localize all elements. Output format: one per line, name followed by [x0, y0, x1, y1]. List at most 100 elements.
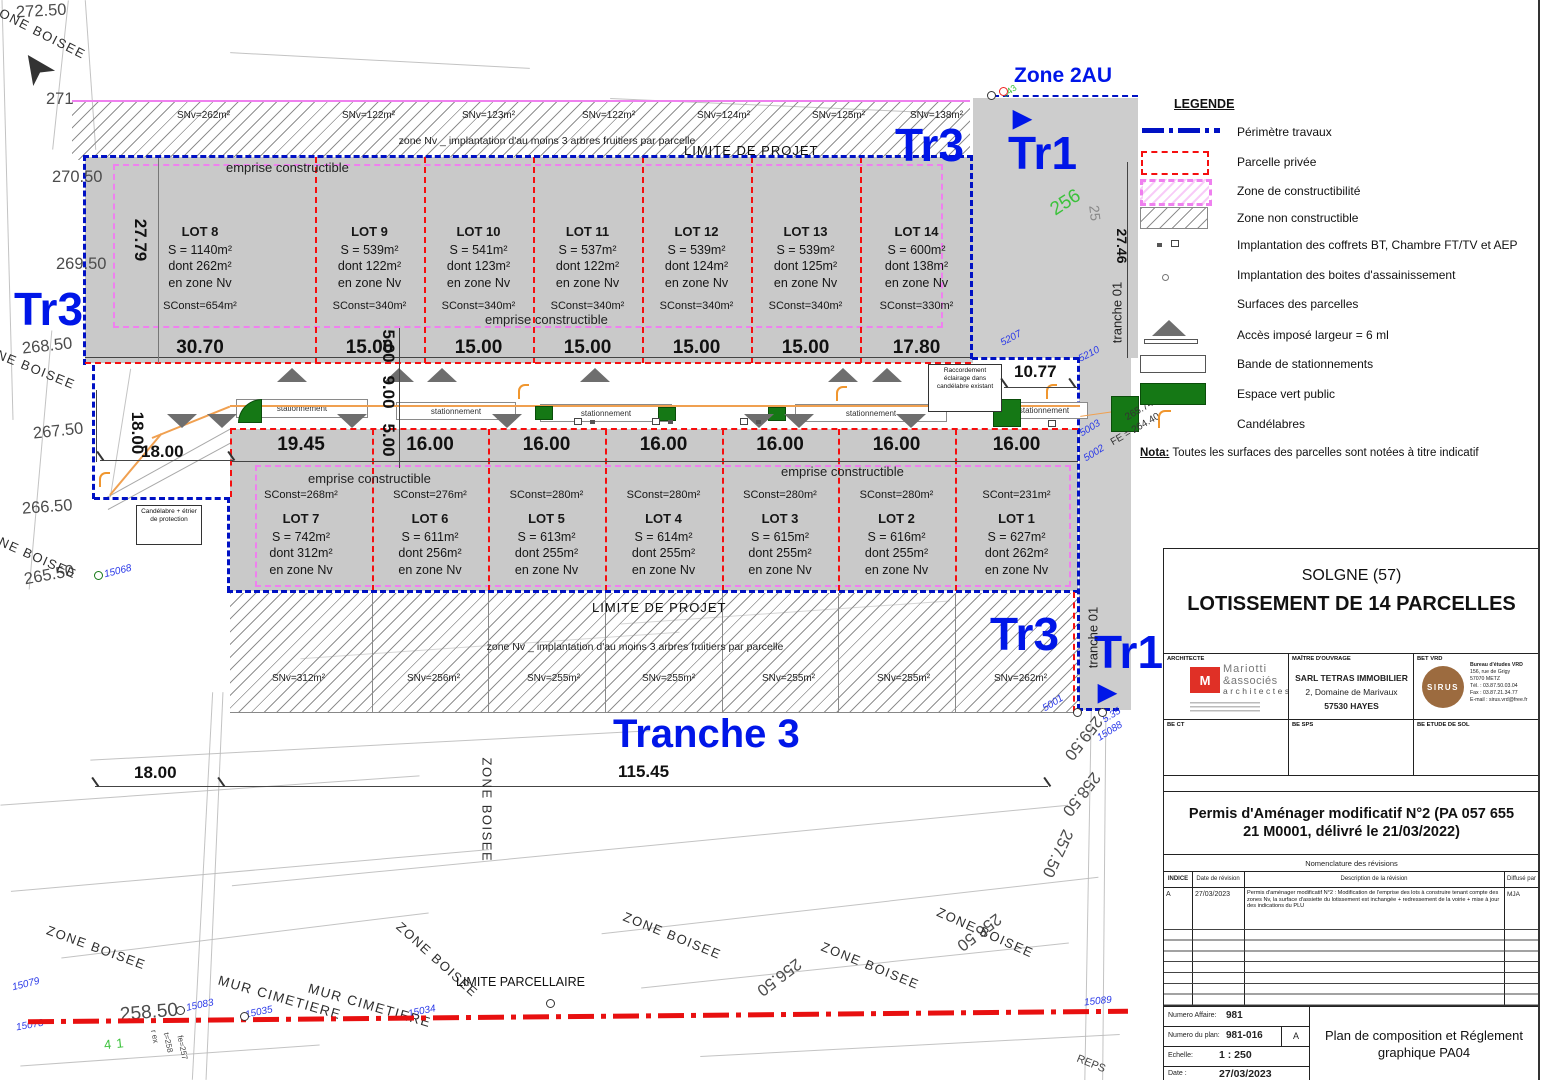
contour-line [10, 849, 490, 892]
tr1-label: Tr1 [1094, 626, 1164, 678]
lot-width-dim: 15.00 [454, 337, 503, 358]
stationnement-label: stationnement [276, 404, 328, 413]
rev-header-indice: INDICE [1167, 876, 1189, 882]
lot-surface: S = 600m² [887, 242, 946, 257]
elevation-label: 267.50 [32, 419, 85, 443]
zone-boisee-label: ZONE BOISEE [44, 922, 149, 973]
lot-surface: S = 537m² [558, 242, 617, 257]
lot-name: LOT 6 [411, 511, 449, 526]
lot-nv-surface: dont 255m² [864, 546, 929, 561]
tiny-note: r ex [148, 1029, 161, 1044]
assainissement-box-icon [1162, 274, 1169, 281]
lot-surface: S = 627m² [987, 529, 1046, 544]
zone-constructibilite-outline [255, 465, 1071, 587]
bet-line: 57070 METZ [1470, 676, 1500, 683]
access-triangle-icon [337, 414, 367, 428]
date-label: Date : [1168, 1070, 1187, 1077]
coffret-icon [740, 418, 748, 425]
parking-band-icon [1140, 355, 1206, 373]
echelle-value: 1 : 250 [1219, 1049, 1252, 1061]
lot-width-dim: 15.00 [672, 337, 721, 358]
emprise-constructible-label: emprise constructible [485, 312, 608, 327]
lot-nv-surface: dont 256m² [398, 546, 462, 561]
zone-2au-boundary-line [993, 95, 1138, 97]
lot-nv-zone: en zone Nv [773, 275, 838, 290]
access-triangle-icon [277, 368, 307, 382]
be-sol-label: BE ETUDE DE SOL [1417, 722, 1470, 728]
lot-sconst: SConst=330m² [879, 300, 954, 313]
lot-9: 15.00 LOT 9 S = 539m² dont 122m² en zone… [315, 157, 424, 363]
architect-label: ARCHITECTE [1167, 656, 1205, 662]
lot-nv-zone: en zone Nv [398, 562, 462, 577]
lot-sconst: SConst=340m² [332, 300, 407, 313]
survey-point-icon [987, 91, 996, 100]
architect-name-line: Mariotti [1223, 663, 1268, 675]
bottom-lots-row: 19.45 SConst=268m² LOT 7 S = 742m² dont … [230, 429, 1078, 591]
snv-label: SNv=262m² [177, 110, 231, 121]
non-constructible-zone-icon [1140, 207, 1208, 229]
lot-5: 16.00 SConst=280m² LOT 5 S = 613m² dont … [488, 429, 605, 591]
dimension-line [85, 357, 973, 358]
footer-left-column: Numero Affaire: 981 Numero du plan: 981-… [1164, 1007, 1310, 1080]
plan-number-label: Numero du plan: [1168, 1032, 1220, 1039]
snv-label: SNv=255m² [527, 673, 581, 684]
snv-label: SNv=124m² [697, 110, 751, 121]
revision-title: Nomenclature des révisions [1305, 859, 1398, 868]
dim-115-45: 115.45 [618, 762, 670, 781]
lot-surface: S = 611m² [401, 529, 459, 544]
mariotti-logo-icon: M [1190, 667, 1220, 693]
lot-nv-zone: en zone Nv [664, 275, 729, 290]
zone-nv-bottom-strip: LIMITE DE PROJET zone Nv _ implantation … [230, 593, 1080, 713]
affaire-value: 981 [1226, 1010, 1243, 1021]
maitre-ouvrage-label: MAÎTRE D'OUVRAGE [1292, 656, 1351, 662]
lot-name: LOT 5 [528, 511, 565, 526]
lot-name: LOT 7 [282, 511, 320, 526]
zone-boisee-label: ZONE BOISEE [819, 938, 922, 993]
titleblock-header: SOLGNE (57) LOTISSEMENT DE 14 PARCELLES [1164, 549, 1539, 654]
candelabra-icon [99, 472, 110, 487]
plan-number-row: Numero du plan: 981-016 A [1164, 1026, 1309, 1047]
lot-11: 15.00 LOT 11 S = 537m² dont 122m² en zon… [533, 157, 642, 363]
lot-width-dim: 16.00 [522, 434, 571, 455]
emprise-constructible-label: emprise constructible [308, 471, 431, 486]
stationnement-label: stationnement [1018, 406, 1070, 415]
perimetre-travaux-line [970, 155, 973, 359]
bet-vrd-cell: BET VRD SIRUS Bureau d'études VRD 156, r… [1413, 654, 1540, 720]
lot-nv-surface: dont 124m² [664, 259, 729, 274]
tr1-arrow-icon: ▶ [1098, 679, 1117, 706]
coffret-icon [652, 418, 660, 425]
lot-nv-zone: en zone Nv [514, 562, 579, 577]
lot-sconst: SConst=340m² [550, 300, 625, 313]
stationnement-label: stationnement [580, 408, 632, 418]
street-axis-line [230, 405, 1080, 407]
coffret-icon [1157, 243, 1162, 247]
snv-label: SNv=255m² [762, 673, 816, 684]
lot-sconst: SConst=340m² [441, 300, 516, 313]
lot-sconst: SConst=340m² [659, 300, 734, 313]
lot-width-dim: 15.00 [345, 337, 394, 358]
lot-separator [955, 429, 957, 591]
legend-nota-text: Toutes les surfaces des parcelles sont n… [1172, 447, 1479, 459]
access-triangle-icon [167, 414, 197, 428]
access-triangle-icon [427, 368, 457, 382]
sirus-name: SIRUS [1427, 682, 1459, 692]
plan-indice-value: A [1292, 1031, 1299, 1041]
lot-name: LOT 11 [565, 224, 610, 239]
lot-name: LOT 2 [878, 511, 915, 526]
coffret-icon [574, 418, 582, 425]
snv-label: SNv=123m² [462, 110, 516, 121]
dimension-line [100, 460, 233, 461]
sheet-border [1538, 0, 1540, 1080]
coffret-icon [756, 420, 761, 424]
limite-parcellaire-label: LIMITE PARCELLAIRE [456, 975, 585, 989]
be-sps-cell: BE SPS [1288, 720, 1414, 776]
lot-width-dim: 15.00 [563, 337, 612, 358]
legend-item-surfaces-parcelles: Surfaces des parcelles [1237, 297, 1359, 311]
lot-2: 16.00 SConst=280m² LOT 2 S = 616m² dont … [838, 429, 955, 591]
dim-10-77: 10.77 [1014, 362, 1057, 381]
legend-item-boites-assainissement: Implantation des boites d'assainissement [1237, 268, 1456, 282]
lot-width-dim: 16.00 [406, 434, 454, 455]
top-lots-row: 30.70 LOT 8 S = 1140m² dont 262m² en zon… [85, 157, 973, 363]
date-row: Date : 27/03/2023 [1164, 1066, 1309, 1080]
